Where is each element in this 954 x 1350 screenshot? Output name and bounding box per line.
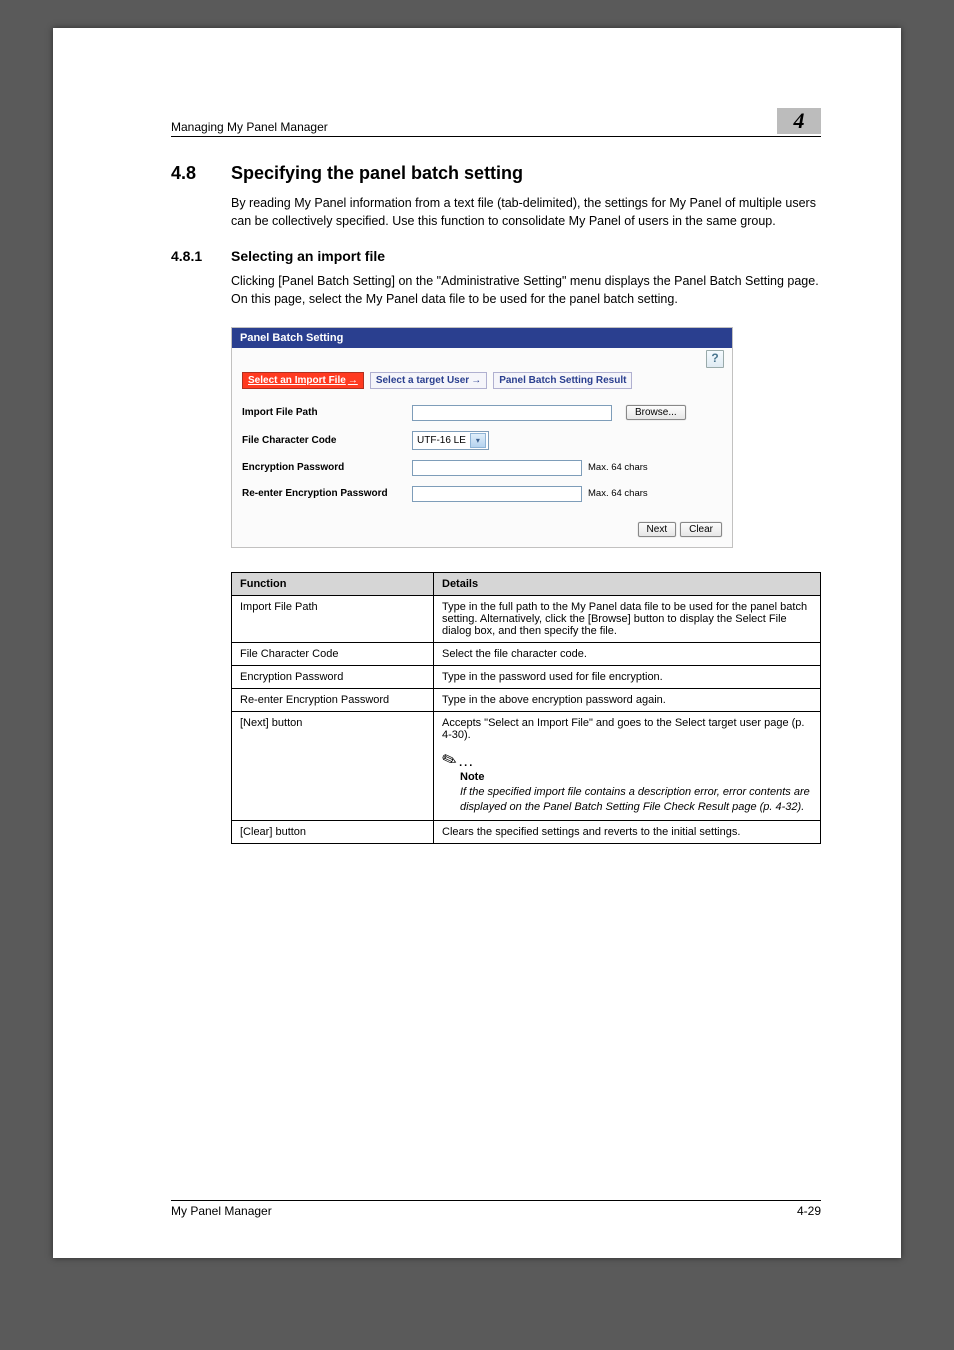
table-header-row: Function Details [232, 572, 821, 595]
tab-select-import-file[interactable]: Select an Import File → [242, 372, 364, 389]
page: Managing My Panel Manager 4 4.8 Specifyi… [53, 28, 901, 1258]
next-button[interactable]: Next [638, 522, 677, 537]
row-import-path: Import File Path Browse... [242, 405, 722, 421]
tab-select-target-user[interactable]: Select a target User → [370, 372, 487, 389]
section-number: 4.8 [171, 163, 231, 184]
row-enc-password: Encryption Password Max. 64 chars [242, 460, 722, 476]
cell-function: [Next] button [232, 711, 434, 821]
th-function: Function [232, 572, 434, 595]
cell-function: Import File Path [232, 595, 434, 642]
footer-left: My Panel Manager [171, 1204, 272, 1218]
tab-label: Select a target User [376, 375, 469, 386]
cell-details: Type in the password used for file encry… [434, 665, 821, 688]
section-intro: By reading My Panel information from a t… [231, 194, 821, 230]
cell-details: Clears the specified settings and revert… [434, 821, 821, 844]
subsection-heading: 4.8.1 Selecting an import file [171, 248, 821, 264]
panel-title: Panel Batch Setting [232, 328, 732, 348]
subsection-intro: Clicking [Panel Batch Setting] on the "A… [231, 272, 821, 308]
enc-password-input[interactable] [412, 460, 582, 476]
note-dots: ... [459, 757, 474, 769]
cell-details: Select the file character code. [434, 642, 821, 665]
tab-batch-result[interactable]: Panel Batch Setting Result [493, 372, 632, 389]
cell-details: Type in the above encryption password ag… [434, 688, 821, 711]
row-reenter-password: Re-enter Encryption Password Max. 64 cha… [242, 486, 722, 502]
section-title: Specifying the panel batch setting [231, 163, 523, 184]
label-enc-password: Encryption Password [242, 462, 412, 473]
label-import-path: Import File Path [242, 407, 412, 418]
panel-buttons: Next Clear [232, 522, 732, 547]
function-table: Function Details Import File Path Type i… [231, 572, 821, 845]
cell-function: File Character Code [232, 642, 434, 665]
import-path-input[interactable] [412, 405, 612, 421]
subsection-title: Selecting an import file [231, 248, 385, 264]
section-heading: 4.8 Specifying the panel batch setting [171, 163, 821, 184]
panel-body: ? Select an Import File → Select a targe… [232, 348, 732, 522]
dropdown-value: UTF-16 LE [417, 435, 466, 446]
footer-right: 4-29 [797, 1204, 821, 1218]
chapter-badge: 4 [777, 108, 821, 134]
cell-details: Accepts "Select an Import File" and goes… [434, 711, 821, 821]
pencil-icon: ✎ [439, 748, 459, 770]
table-row: Re-enter Encryption Password Type in the… [232, 688, 821, 711]
clear-button[interactable]: Clear [680, 522, 722, 537]
cell-text: Accepts "Select an Import File" and goes… [442, 717, 804, 741]
header-title: Managing My Panel Manager [171, 120, 328, 134]
help-icon[interactable]: ? [706, 350, 724, 368]
hint-max-chars: Max. 64 chars [588, 488, 648, 499]
arrow-icon: → [348, 375, 358, 386]
table-row: Encryption Password Type in the password… [232, 665, 821, 688]
note-block: ✎... Note If the specified import file c… [442, 751, 812, 816]
chevron-down-icon: ▾ [470, 433, 486, 448]
row-char-code: File Character Code UTF-16 LE ▾ [242, 431, 722, 450]
char-code-select[interactable]: UTF-16 LE ▾ [412, 431, 489, 450]
tab-label: Panel Batch Setting Result [499, 375, 626, 386]
note-body: If the specified import file contains a … [460, 785, 812, 816]
cell-function: Encryption Password [232, 665, 434, 688]
tab-label: Select an Import File [248, 375, 346, 386]
panel-batch-setting-screenshot: Panel Batch Setting ? Select an Import F… [231, 327, 733, 548]
table-row: [Next] button Accepts "Select an Import … [232, 711, 821, 821]
arrow-icon: → [471, 375, 481, 386]
th-details: Details [434, 572, 821, 595]
page-header: Managing My Panel Manager 4 [171, 108, 821, 137]
subsection-number: 4.8.1 [171, 248, 231, 264]
reenter-password-input[interactable] [412, 486, 582, 502]
note-title: Note [460, 771, 812, 783]
cell-function: [Clear] button [232, 821, 434, 844]
cell-function: Re-enter Encryption Password [232, 688, 434, 711]
browse-button[interactable]: Browse... [626, 405, 686, 420]
hint-max-chars: Max. 64 chars [588, 462, 648, 473]
table-row: File Character Code Select the file char… [232, 642, 821, 665]
wizard-tabs: Select an Import File → Select a target … [242, 372, 722, 389]
cell-details: Type in the full path to the My Panel da… [434, 595, 821, 642]
label-reenter-password: Re-enter Encryption Password [242, 488, 412, 499]
label-char-code: File Character Code [242, 435, 412, 446]
page-footer: My Panel Manager 4-29 [171, 1200, 821, 1218]
table-row: Import File Path Type in the full path t… [232, 595, 821, 642]
table-row: [Clear] button Clears the specified sett… [232, 821, 821, 844]
